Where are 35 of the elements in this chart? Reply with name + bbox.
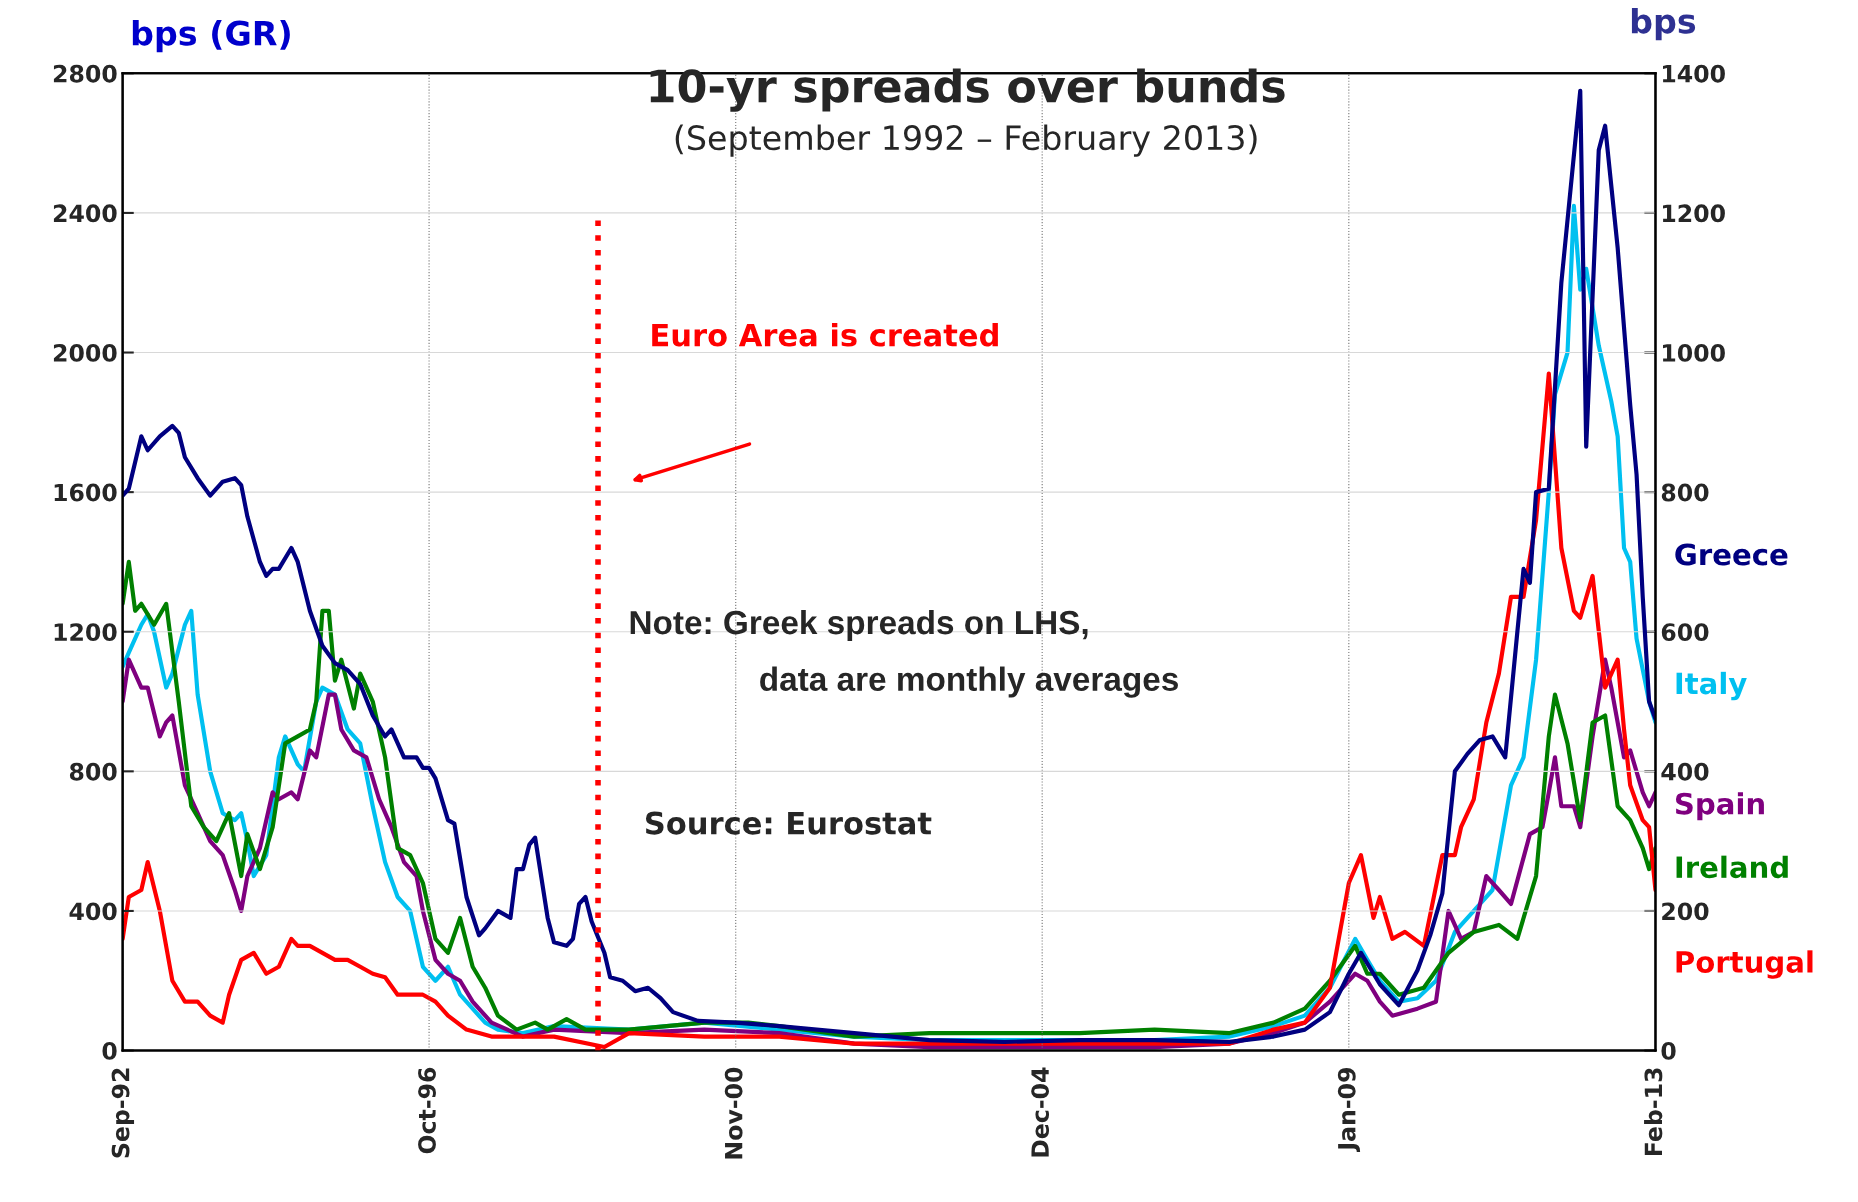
y-tick-label: 800 [69, 762, 117, 781]
y2-tick-label: 1200 [1663, 204, 1725, 223]
y2-tick-label: 400 [1661, 762, 1709, 781]
x-tick-label: Jan-09 [1337, 1068, 1361, 1153]
y-tick-label: 1600 [54, 483, 117, 502]
y2-tick-label: 200 [1662, 902, 1709, 921]
y-tick-label: 0 [102, 1041, 117, 1060]
series-label: Spain [1675, 792, 1764, 821]
x-tick-label: Dec-04 [1031, 1067, 1050, 1157]
text: Portugal [1676, 950, 1813, 979]
y2-tick-label: 1000 [1663, 343, 1725, 362]
y-tick-label: 2800 [53, 64, 117, 83]
y-tick-label: 1200 [54, 623, 117, 642]
chart-title: 10-yr spreads over bunds [650, 68, 1285, 112]
y2-tick-label: 0 [1661, 1041, 1676, 1060]
annotation: Note: Greek spreads on LHS, data are monthly averages [630, 609, 1178, 698]
annotation: Source: Eurostat [645, 811, 932, 835]
x-tick-label: Nov-00 [724, 1067, 743, 1159]
y2-axis-title: bps [1631, 7, 1696, 41]
y2-tick-label: 600 [1661, 623, 1709, 642]
y-tick-label: 400 [69, 902, 117, 921]
y-tick-label: 2400 [53, 204, 117, 223]
y-tick-label: 2000 [53, 343, 117, 362]
x-tick-label: Sep-92 [111, 1068, 135, 1158]
series-label: Ireland [1676, 855, 1788, 879]
y-axis-title: bps (GR) [132, 19, 290, 53]
y2-tick-label: 1400 [1663, 64, 1725, 83]
x-tick-label: Feb-13 [1644, 1068, 1663, 1156]
series-label: Greece [1675, 543, 1788, 566]
series-label: Italy [1676, 671, 1747, 701]
ref-line-label: Euro Area is created [652, 322, 998, 347]
y2-tick-label: 800 [1661, 483, 1709, 502]
line-series [122, 559, 1656, 1039]
text: (September 1992 – February 2013) [675, 124, 1257, 157]
x-tick-label: Oct-96 [418, 1067, 436, 1154]
